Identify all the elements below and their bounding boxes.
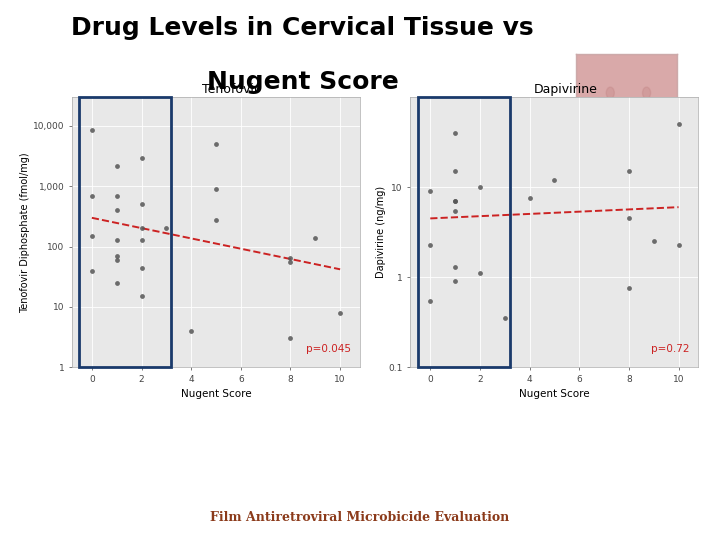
Point	[334, 308, 346, 317]
Ellipse shape	[654, 116, 662, 128]
Point	[449, 197, 461, 205]
Point	[86, 266, 98, 275]
Bar	[576, 54, 677, 98]
Point	[449, 129, 461, 137]
Point	[474, 269, 486, 278]
Point	[111, 279, 122, 287]
Point	[136, 224, 148, 233]
Point	[210, 185, 222, 193]
Point	[111, 252, 122, 260]
Point	[161, 224, 172, 233]
Text: p=0.045: p=0.045	[307, 343, 351, 354]
Point	[111, 255, 122, 264]
Point	[86, 191, 98, 200]
Point	[136, 292, 148, 301]
Point	[425, 240, 436, 249]
Point	[210, 140, 222, 149]
Point	[136, 263, 148, 272]
Text: p=0.72: p=0.72	[652, 343, 690, 354]
Ellipse shape	[606, 87, 614, 99]
Point	[449, 206, 461, 215]
Point	[449, 277, 461, 286]
Point	[136, 153, 148, 162]
Point	[425, 296, 436, 305]
Point	[136, 200, 148, 209]
Ellipse shape	[642, 87, 651, 99]
Point	[449, 167, 461, 176]
Point	[449, 197, 461, 205]
Bar	[418, 97, 510, 367]
Ellipse shape	[631, 102, 639, 113]
Point	[549, 176, 560, 184]
Text: Drug Levels in Cervical Tissue vs: Drug Levels in Cervical Tissue vs	[71, 16, 534, 40]
Point	[623, 284, 634, 293]
Point	[449, 262, 461, 271]
Point	[111, 191, 122, 200]
Point	[86, 126, 98, 134]
Point	[672, 240, 684, 249]
X-axis label: Nugent Score: Nugent Score	[181, 389, 251, 400]
Point	[284, 334, 296, 343]
Point	[524, 194, 536, 202]
Text: Dapivirine: Dapivirine	[534, 83, 598, 96]
Point	[111, 235, 122, 244]
Ellipse shape	[667, 102, 675, 113]
Point	[186, 327, 197, 335]
Text: Film Antiretroviral Microbicide Evaluation: Film Antiretroviral Microbicide Evaluati…	[210, 511, 510, 524]
Point	[672, 120, 684, 129]
Point	[425, 187, 436, 195]
Point	[284, 258, 296, 267]
Y-axis label: Dapivirine (ng/mg): Dapivirine (ng/mg)	[376, 186, 386, 278]
Bar	[79, 97, 171, 367]
Point	[86, 232, 98, 240]
X-axis label: Nugent Score: Nugent Score	[519, 389, 590, 400]
Point	[111, 206, 122, 214]
Point	[136, 235, 148, 244]
Point	[623, 167, 634, 176]
Text: Tenofovir: Tenofovir	[202, 83, 259, 96]
Point	[474, 183, 486, 192]
Ellipse shape	[618, 116, 626, 128]
Bar	[576, 98, 677, 151]
Point	[648, 237, 660, 246]
Y-axis label: Tenofovir Diphosphate (fmol/mg): Tenofovir Diphosphate (fmol/mg)	[20, 152, 30, 313]
Text: Nugent Score: Nugent Score	[207, 70, 398, 94]
Ellipse shape	[582, 116, 590, 128]
Point	[499, 314, 510, 322]
Point	[111, 161, 122, 170]
Point	[210, 215, 222, 224]
Point	[310, 233, 321, 242]
Ellipse shape	[594, 102, 602, 113]
Point	[623, 214, 634, 222]
Point	[284, 254, 296, 262]
